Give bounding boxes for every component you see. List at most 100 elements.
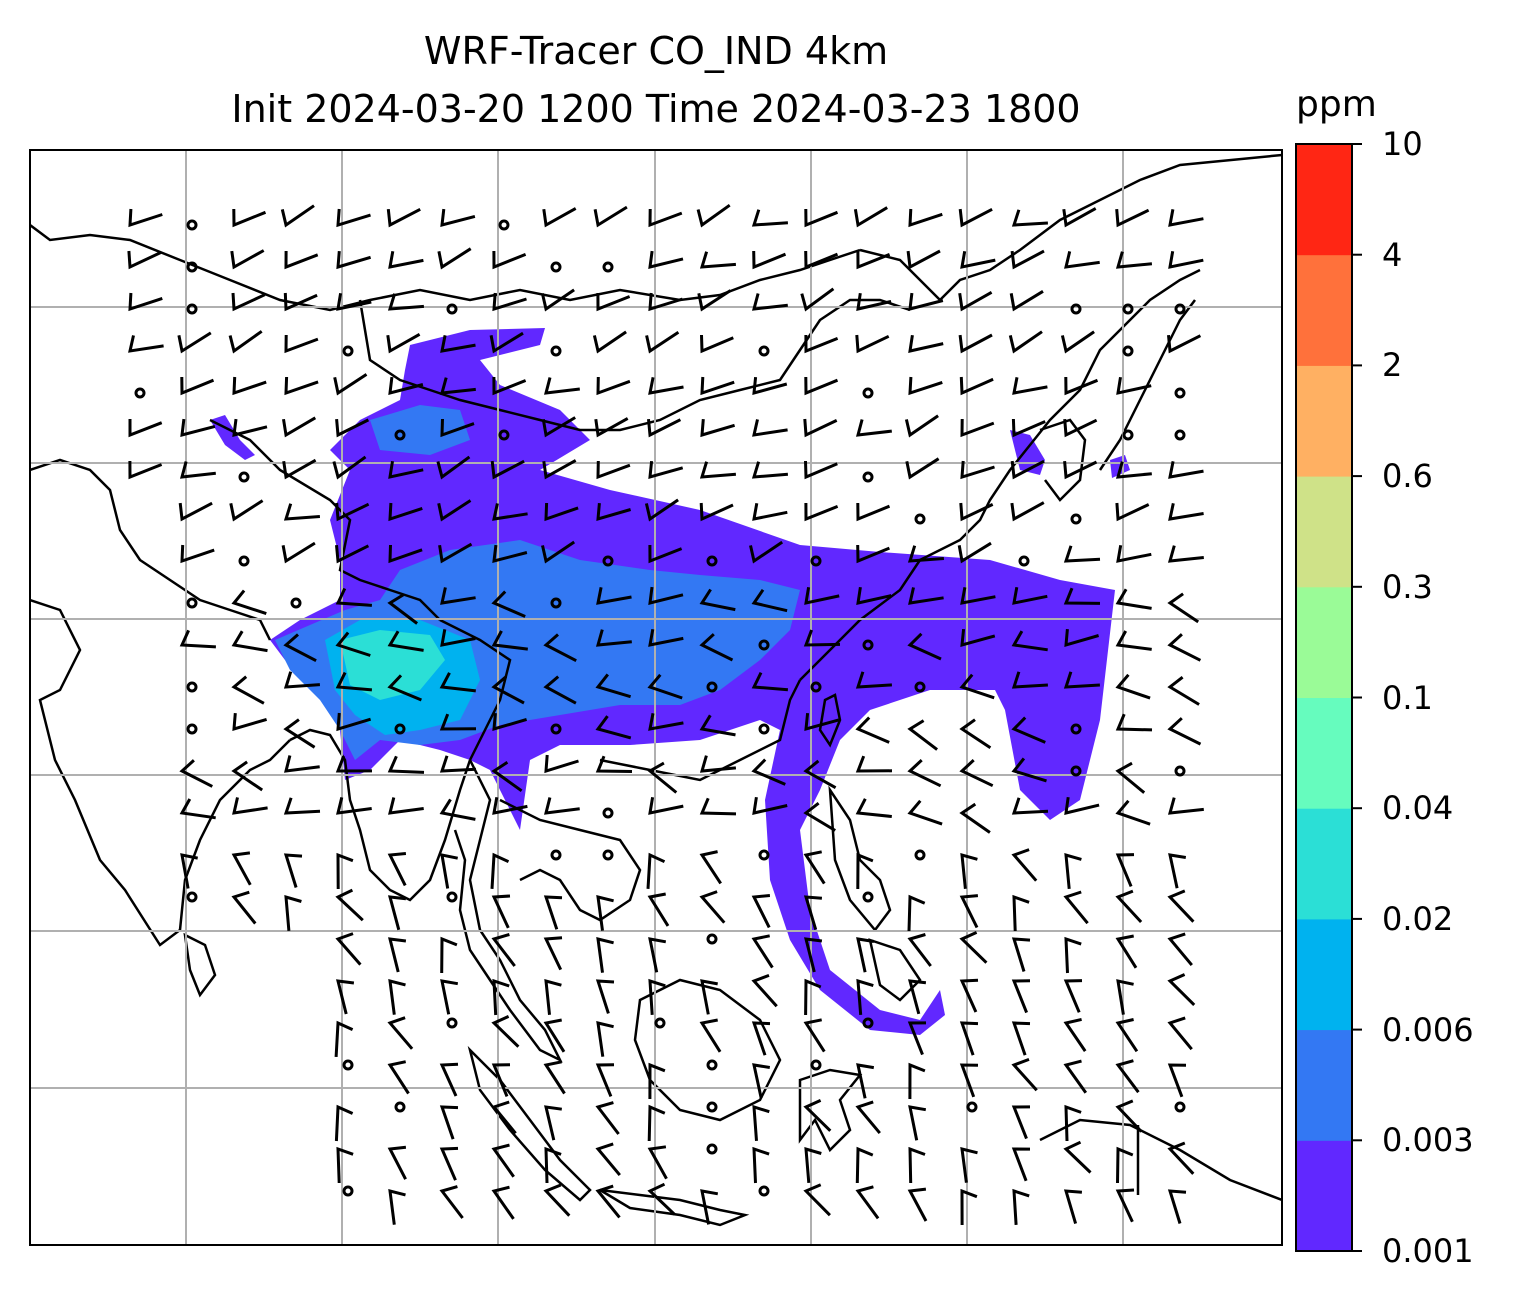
calm-wind-marker bbox=[186, 219, 198, 231]
wind-barb bbox=[855, 334, 890, 354]
calm-wind-marker bbox=[394, 1101, 406, 1113]
wind-barb bbox=[179, 759, 213, 788]
wind-barb bbox=[648, 544, 683, 564]
wind-barb bbox=[440, 587, 476, 605]
wind-barb bbox=[336, 1146, 354, 1184]
wind-barb bbox=[907, 1187, 928, 1222]
wind-barb bbox=[436, 455, 471, 480]
wind-barb bbox=[804, 978, 822, 1016]
wind-barb bbox=[1167, 1141, 1195, 1175]
wind-barb bbox=[335, 631, 371, 657]
wind-barb bbox=[752, 1104, 770, 1142]
wind-barb bbox=[232, 418, 268, 437]
wind-barb bbox=[855, 798, 892, 818]
wind-barb bbox=[595, 629, 632, 647]
wind-barb bbox=[1115, 673, 1151, 700]
wind-barb bbox=[803, 895, 823, 931]
wind-barb bbox=[1064, 936, 1082, 974]
wind-barb bbox=[492, 796, 528, 815]
wind-barb bbox=[1167, 1189, 1187, 1224]
wind-barb bbox=[648, 1062, 666, 1100]
wind-barb bbox=[387, 674, 422, 702]
wind-barb bbox=[439, 1185, 464, 1219]
wind-barb bbox=[647, 1182, 676, 1216]
wind-barb bbox=[491, 590, 526, 618]
calm-wind-marker bbox=[394, 723, 406, 735]
chart-title-line2: Init 2024-03-20 1200 Time 2024-03-23 180… bbox=[231, 87, 1081, 131]
calm-wind-marker bbox=[758, 849, 770, 861]
calm-wind-marker bbox=[706, 1059, 718, 1071]
wind-barb bbox=[387, 852, 407, 887]
calm-wind-marker bbox=[446, 891, 458, 903]
wind-barb bbox=[491, 1143, 515, 1178]
wind-barb bbox=[387, 1016, 414, 1050]
wind-barb bbox=[388, 797, 424, 815]
wind-barb bbox=[1011, 209, 1048, 227]
wind-barb bbox=[700, 1189, 719, 1225]
wind-barb bbox=[1060, 330, 1095, 354]
calm-wind-marker bbox=[914, 513, 926, 525]
wind-barb bbox=[388, 460, 424, 479]
wind-barb bbox=[544, 978, 562, 1015]
wind-barb bbox=[856, 937, 875, 973]
wind-barb bbox=[282, 458, 317, 480]
colorbar-segment bbox=[1296, 1029, 1352, 1141]
wind-barb bbox=[699, 755, 737, 773]
calm-wind-marker bbox=[238, 555, 250, 567]
colorbar-unit-label: ppm bbox=[1296, 84, 1377, 125]
wind-barb bbox=[128, 419, 163, 438]
wind-barb bbox=[1011, 671, 1048, 689]
wind-barb bbox=[284, 755, 320, 773]
wind-barb bbox=[803, 418, 838, 438]
wind-barb bbox=[699, 461, 737, 479]
wind-barb bbox=[907, 759, 942, 788]
wind-barb bbox=[437, 247, 472, 270]
wind-barb bbox=[180, 418, 216, 438]
wind-barb bbox=[1011, 716, 1046, 744]
wind-barb bbox=[804, 460, 838, 480]
wind-barb bbox=[855, 419, 892, 437]
wind-barb bbox=[1011, 1105, 1031, 1140]
wind-barb bbox=[960, 852, 978, 889]
wind-barb bbox=[908, 1062, 926, 1100]
wind-barb bbox=[492, 250, 527, 270]
calm-wind-marker bbox=[810, 681, 822, 693]
wind-barb bbox=[1063, 1140, 1092, 1174]
wind-barb bbox=[388, 979, 406, 1015]
wind-barb bbox=[1116, 376, 1152, 395]
wind-barb bbox=[908, 376, 943, 396]
wind-barb bbox=[960, 418, 995, 438]
colorbar-tick-label: 0.1 bbox=[1382, 678, 1433, 717]
wind-barb bbox=[803, 850, 826, 885]
wind-barb bbox=[752, 376, 788, 396]
wind-barb bbox=[284, 250, 319, 270]
colorbar-tick-label: 0.3 bbox=[1382, 567, 1433, 606]
wind-barb bbox=[699, 850, 722, 885]
wind-barb bbox=[1008, 330, 1043, 354]
wind-barb bbox=[1167, 1063, 1187, 1098]
wind-barb bbox=[700, 418, 736, 438]
wind-barb bbox=[1011, 937, 1031, 972]
wind-barb bbox=[492, 712, 528, 732]
wind-barb bbox=[128, 335, 164, 353]
calm-wind-marker bbox=[602, 261, 614, 273]
wind-barb bbox=[803, 1018, 826, 1053]
wind-barb bbox=[439, 377, 476, 395]
colorbar bbox=[1295, 143, 1362, 1252]
wind-barb bbox=[595, 755, 633, 773]
chart-title-line1: WRF-Tracer CO_IND 4km bbox=[423, 29, 889, 73]
wind-barb bbox=[596, 937, 614, 973]
wind-barb bbox=[907, 894, 926, 932]
wind-barb bbox=[1063, 1189, 1083, 1225]
wind-barb bbox=[1011, 418, 1046, 438]
wind-barb bbox=[957, 541, 992, 564]
wind-barb bbox=[1063, 979, 1083, 1013]
wind-barb bbox=[283, 718, 316, 749]
wind-barb bbox=[1168, 853, 1187, 889]
wind-barb bbox=[1064, 852, 1082, 890]
wind-barb bbox=[1115, 251, 1153, 269]
wind-barb bbox=[388, 376, 424, 396]
calm-wind-marker bbox=[810, 555, 822, 567]
wind-barb bbox=[804, 250, 839, 270]
wind-barb bbox=[647, 761, 678, 794]
